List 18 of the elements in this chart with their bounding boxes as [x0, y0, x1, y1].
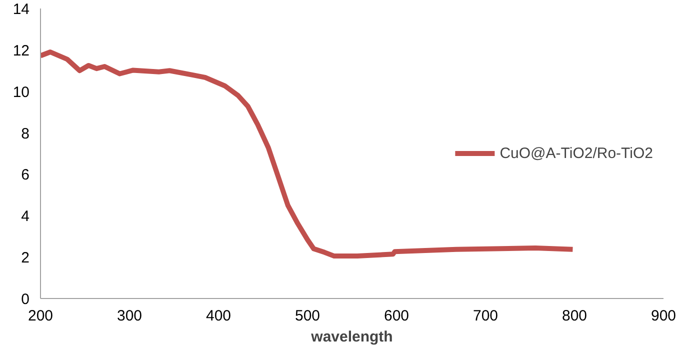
- y-tick-label: 12: [12, 42, 30, 60]
- x-axis-title: wavelength: [310, 328, 393, 346]
- y-tick-label: 4: [21, 208, 30, 226]
- y-tick-label: 14: [12, 1, 30, 18]
- x-tick-label: 800: [562, 308, 588, 324]
- y-tick-label: 10: [12, 84, 30, 101]
- x-tick-label: 700: [472, 308, 498, 324]
- y-tick-label: 6: [21, 166, 30, 184]
- x-tick-label: 300: [116, 308, 142, 324]
- x-tick-label: 900: [650, 308, 676, 324]
- y-tick-label: 8: [21, 125, 30, 142]
- y-tick-label: 2: [21, 250, 30, 267]
- y-tick-label: 0: [21, 291, 30, 308]
- x-tick-label: 400: [206, 308, 232, 324]
- x-tick-label: 600: [384, 308, 410, 324]
- x-tick-label: 500: [294, 308, 320, 324]
- x-tick-label: 200: [28, 308, 54, 324]
- legend-label: CuO@A-TiO2/Ro-TiO2: [500, 144, 653, 162]
